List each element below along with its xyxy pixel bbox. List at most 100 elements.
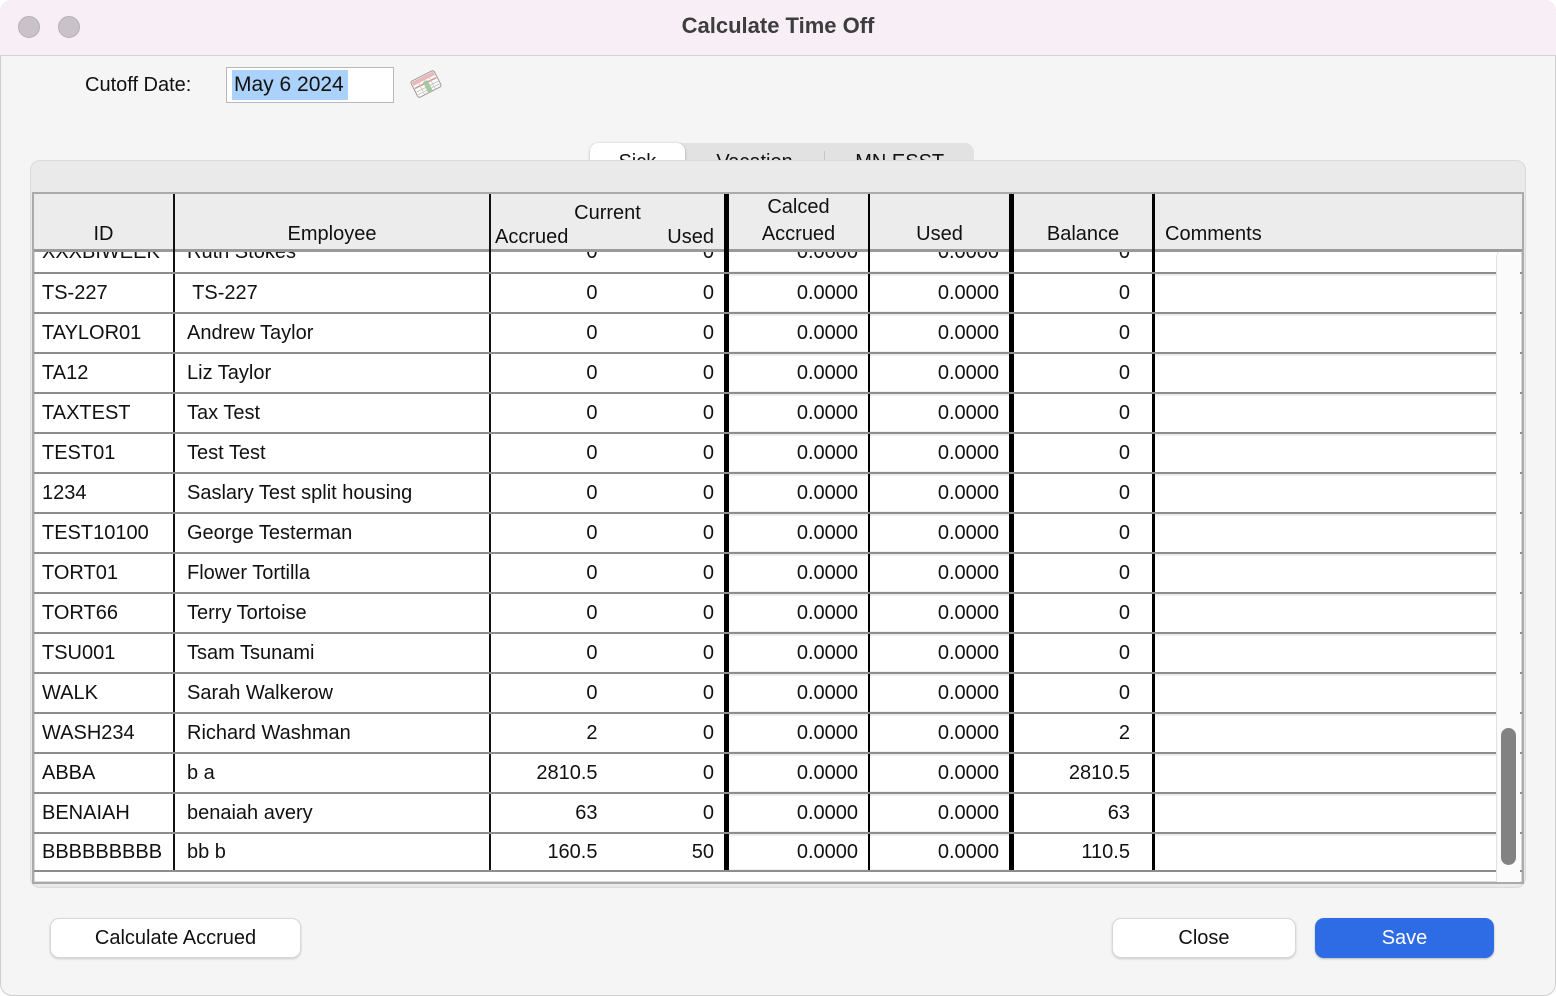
- cell-balance: 0: [1009, 354, 1152, 392]
- table-row[interactable]: ABBA b a 2810.5 0 0.0000 0.0000 2810.5: [34, 752, 1522, 792]
- cell-calced-used[interactable]: 0.0000: [868, 754, 1009, 792]
- cell-calced-accrued[interactable]: 0.0000: [724, 474, 868, 512]
- cell-comments[interactable]: [1152, 794, 1498, 832]
- cell-calced-accrued[interactable]: 0.0000: [724, 554, 868, 592]
- cell-comments[interactable]: [1152, 434, 1498, 472]
- table-row[interactable]: TS-227 TS-227 0 0 0.0000 0.0000 0: [34, 272, 1522, 312]
- table-row[interactable]: TORT66 Terry Tortoise 0 0 0.0000 0.0000 …: [34, 592, 1522, 632]
- cell-calced-accrued[interactable]: 0.0000: [724, 434, 868, 472]
- cell-calced-accrued[interactable]: 0.0000: [724, 314, 868, 352]
- table-row[interactable]: TA12 Liz Taylor 0 0 0.0000 0.0000 0: [34, 352, 1522, 392]
- table-row[interactable]: XXXBIWEEK Ruth Stokes 0 0 0.0000 0.0000 …: [34, 252, 1522, 272]
- cell-calced-used[interactable]: 0.0000: [868, 674, 1009, 712]
- cell-calced-accrued[interactable]: 0.0000: [724, 714, 868, 752]
- header-balance: Balance: [1009, 194, 1152, 252]
- table-row[interactable]: TORT01 Flower Tortilla 0 0 0.0000 0.0000…: [34, 552, 1522, 592]
- cell-calced-used[interactable]: 0.0000: [868, 594, 1009, 632]
- cell-comments[interactable]: [1152, 834, 1498, 870]
- minimize-window-icon[interactable]: [58, 16, 80, 38]
- cell-calced-used[interactable]: 0.0000: [868, 434, 1009, 472]
- cell-calced-accrued[interactable]: 0.0000: [724, 794, 868, 832]
- cell-current-used: 0: [608, 252, 725, 264]
- cell-balance: 0: [1009, 274, 1152, 312]
- table-row[interactable]: TEST01 Test Test 0 0 0.0000 0.0000 0: [34, 432, 1522, 472]
- cell-comments[interactable]: [1152, 274, 1498, 312]
- cell-comments[interactable]: [1152, 594, 1498, 632]
- cell-current-accrued: 0: [586, 441, 598, 464]
- cell-comments[interactable]: [1152, 514, 1498, 552]
- cell-current-used: 0: [702, 521, 714, 544]
- cell-calced-accrued[interactable]: 0.0000: [724, 834, 868, 870]
- cell-current: 0 0: [489, 434, 724, 472]
- close-window-icon[interactable]: [18, 16, 40, 38]
- cell-comments[interactable]: [1152, 252, 1498, 272]
- cell-current-accrued: 0: [586, 681, 598, 704]
- table-row[interactable]: TAYLOR01 Andrew Taylor 0 0 0.0000 0.0000…: [34, 312, 1522, 352]
- table-row[interactable]: WALK Sarah Walkerow 0 0 0.0000 0.0000 0: [34, 672, 1522, 712]
- cell-balance: 0: [1009, 314, 1152, 352]
- table-row[interactable]: 1234 Saslary Test split housing 0 0 0.00…: [34, 472, 1522, 512]
- cell-current: 0 0: [489, 394, 724, 432]
- cell-calced-used[interactable]: 0.0000: [868, 634, 1009, 672]
- cell-id: TEST01: [42, 441, 116, 464]
- cell-calced-used[interactable]: 0.0000: [868, 714, 1009, 752]
- cell-comments[interactable]: [1152, 474, 1498, 512]
- cell-calced-accrued[interactable]: 0.0000: [724, 252, 868, 272]
- cell-comments[interactable]: [1152, 554, 1498, 592]
- cell-id: TS-227: [42, 281, 108, 304]
- calendar-icon[interactable]: [408, 68, 444, 100]
- cell-employee: Andrew Taylor: [173, 314, 489, 352]
- cell-calced-used[interactable]: 0.0000: [868, 834, 1009, 870]
- cell-calced-used[interactable]: 0.0000: [868, 274, 1009, 312]
- cell-calced-used[interactable]: 0.0000: [868, 354, 1009, 392]
- cell-comments[interactable]: [1152, 634, 1498, 672]
- table-row[interactable]: TAXTEST Tax Test 0 0 0.0000 0.0000 0: [34, 392, 1522, 432]
- cell-calced-accrued[interactable]: 0.0000: [724, 354, 868, 392]
- cell-calced-accrued[interactable]: 0.0000: [724, 514, 868, 552]
- cell-id: ABBA: [42, 761, 96, 784]
- cell-current-accrued: 0: [586, 361, 598, 384]
- cell-calced-used[interactable]: 0.0000: [868, 314, 1009, 352]
- calculate-accrued-button[interactable]: Calculate Accrued: [50, 918, 301, 958]
- close-button[interactable]: Close: [1112, 918, 1296, 958]
- cell-calced-accrued[interactable]: 0.0000: [724, 674, 868, 712]
- vertical-scrollbar[interactable]: [1496, 255, 1520, 882]
- cell-calced-accrued[interactable]: 0.0000: [724, 394, 868, 432]
- cell-comments[interactable]: [1152, 674, 1498, 712]
- table-row[interactable]: TEST10100 George Testerman 0 0 0.0000 0.…: [34, 512, 1522, 552]
- cell-comments[interactable]: [1152, 714, 1498, 752]
- cell-calced-used[interactable]: 0.0000: [868, 554, 1009, 592]
- cell-calced-accrued[interactable]: 0.0000: [724, 274, 868, 312]
- cell-calced-accrued[interactable]: 0.0000: [724, 634, 868, 672]
- cell-calced-accrued[interactable]: 0.0000: [724, 754, 868, 792]
- cell-employee: Richard Washman: [173, 714, 489, 752]
- table-row[interactable]: TSU001 Tsam Tsunami 0 0 0.0000 0.0000 0: [34, 632, 1522, 672]
- cell-employee: b a: [173, 754, 489, 792]
- cell-current-used: 0: [702, 401, 714, 424]
- header-current-used: Used: [667, 226, 714, 248]
- cell-calced-used[interactable]: 0.0000: [868, 794, 1009, 832]
- header-id: ID: [93, 223, 114, 245]
- cell-calced-used[interactable]: 0.0000: [868, 394, 1009, 432]
- cell-employee: bb b: [173, 834, 489, 870]
- cell-balance: 2810.5: [1009, 754, 1152, 792]
- cell-calced-used[interactable]: 0.0000: [868, 252, 1009, 272]
- cell-balance: 110.5: [1009, 834, 1152, 870]
- cutoff-date-input[interactable]: May 6 2024: [226, 67, 394, 103]
- cell-current: 0 0: [489, 274, 724, 312]
- cell-comments[interactable]: [1152, 754, 1498, 792]
- cell-calced-accrued[interactable]: 0.0000: [724, 594, 868, 632]
- table-row[interactable]: WASH234 Richard Washman 2 0 0.0000 0.000…: [34, 712, 1522, 752]
- header-current-accrued: Accrued: [495, 226, 569, 248]
- table-row[interactable]: BENAIAH benaiah avery 63 0 0.0000 0.0000…: [34, 792, 1522, 832]
- header-comments: Comments: [1152, 194, 1498, 252]
- cell-comments[interactable]: [1152, 314, 1498, 352]
- cell-calced-used[interactable]: 0.0000: [868, 514, 1009, 552]
- cell-employee: Sarah Walkerow: [173, 674, 489, 712]
- cell-calced-used[interactable]: 0.0000: [868, 474, 1009, 512]
- cell-comments[interactable]: [1152, 394, 1498, 432]
- save-button[interactable]: Save: [1315, 918, 1494, 958]
- cell-comments[interactable]: [1152, 354, 1498, 392]
- scrollbar-thumb[interactable]: [1501, 728, 1516, 865]
- table-row[interactable]: BBBBBBBBB bb b 160.5 50 0.0000 0.0000 11…: [34, 832, 1522, 872]
